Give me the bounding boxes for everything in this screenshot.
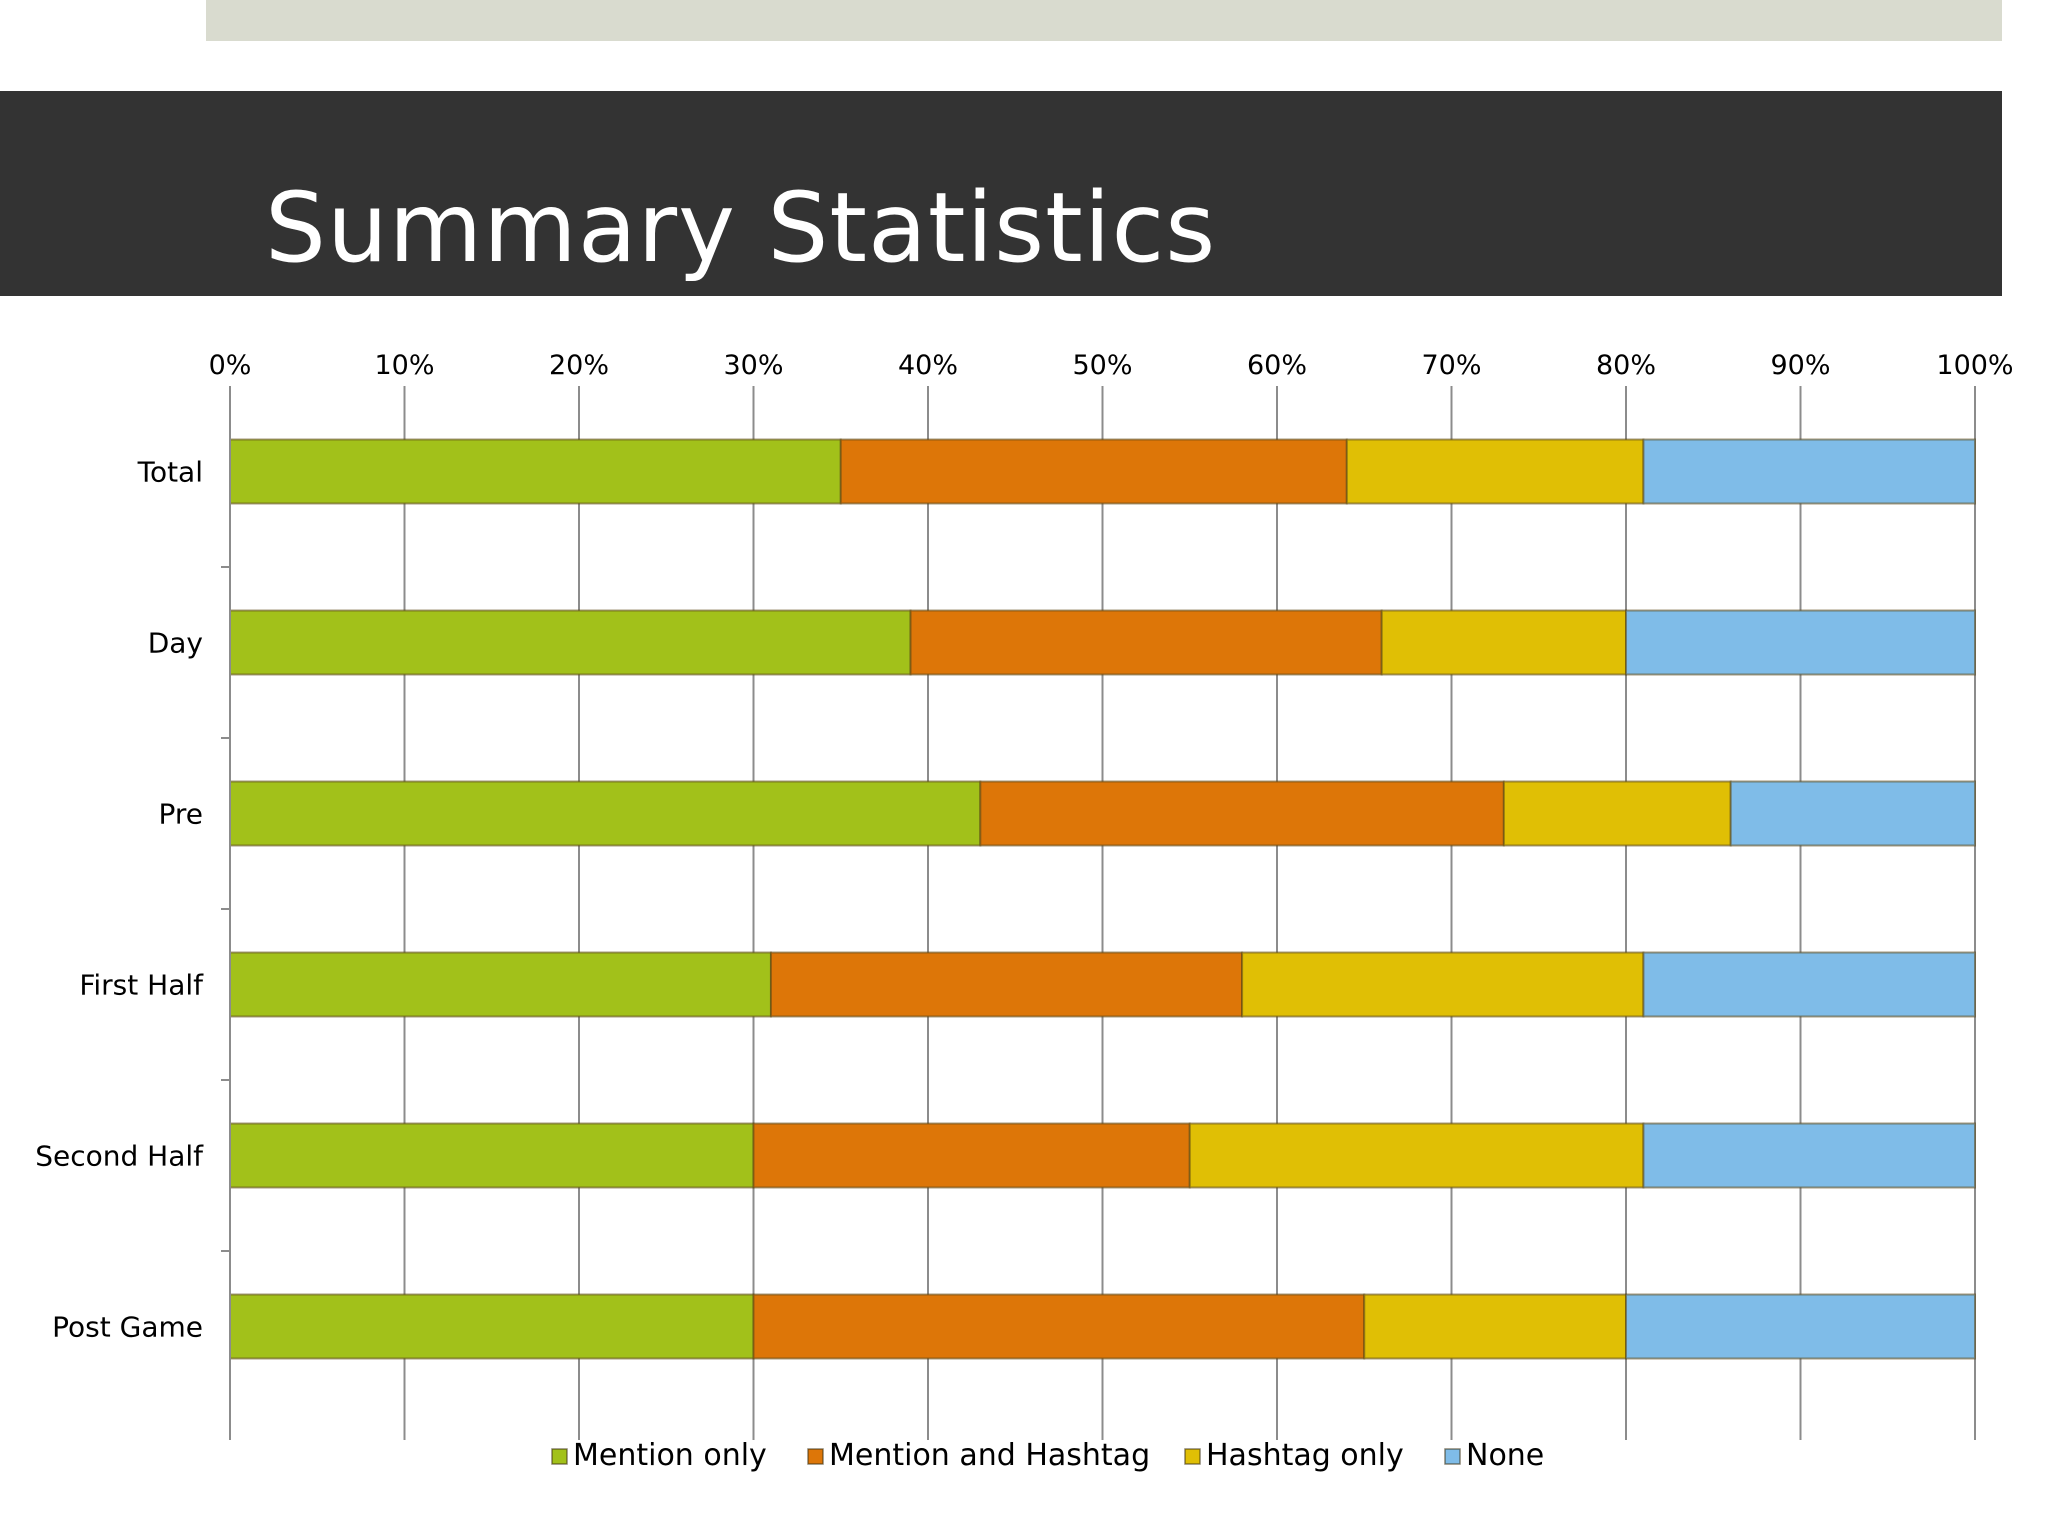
legend-swatch [1184, 1448, 1201, 1465]
category-label: Second Half [35, 1140, 204, 1173]
bar-segment [1363, 1293, 1627, 1360]
bar-segment [769, 951, 1244, 1018]
category-label: First Half [79, 969, 204, 1002]
chart-bars [229, 438, 1976, 1360]
bar-segment [1625, 1293, 1976, 1360]
bar-segment [1502, 780, 1732, 847]
bar-segment [229, 780, 982, 847]
y-axis-category-labels: Total Day Pre First Half Second Half Post Gam… [35, 456, 204, 1344]
bar-segment [1188, 1122, 1645, 1189]
bar-segment [1380, 609, 1627, 676]
x-tick-label: 40% [898, 350, 958, 381]
slide-title: Summary Statistics [265, 172, 1217, 284]
top-decorative-band [206, 0, 2002, 41]
bar-segment [1345, 438, 1645, 505]
bar-segment [752, 1122, 1191, 1189]
category-label: Total [137, 456, 203, 489]
chart-legend: Mention only Mention and Hashtag Hashtag o… [551, 1438, 1544, 1473]
category-label: Post Game [52, 1311, 203, 1344]
legend-swatch [807, 1448, 824, 1465]
bar-segment [979, 780, 1505, 847]
x-tick-label: 70% [1421, 350, 1481, 381]
bar-segment [229, 609, 912, 676]
bar-segment [839, 438, 1348, 505]
bar-segment [1642, 1122, 1976, 1189]
bar-segment [752, 1293, 1366, 1360]
x-tick-label: 60% [1247, 350, 1307, 381]
category-label: Pre [158, 798, 203, 831]
x-tick-label: 10% [374, 350, 434, 381]
x-tick-label: 20% [549, 350, 609, 381]
x-axis-tick-labels: 0% 10% 20% 30% 40% 50% 60% 70% 80% 90% 100% [209, 350, 2014, 381]
legend-label: None [1466, 1438, 1544, 1473]
legend-swatch [551, 1448, 568, 1465]
x-tick-label: 100% [1936, 350, 2013, 381]
category-label: Day [148, 627, 203, 660]
x-tick-label: 90% [1770, 350, 1830, 381]
chart-gridlines [229, 386, 1976, 1440]
x-tick-label: 50% [1072, 350, 1132, 381]
bar-segment [1241, 951, 1645, 1018]
chart-axes [221, 386, 231, 1440]
x-tick-label: 30% [723, 350, 783, 381]
bar-segment [229, 951, 772, 1018]
bar-segment [1729, 780, 1976, 847]
legend-swatch [1444, 1448, 1461, 1465]
x-tick-label: 80% [1596, 350, 1656, 381]
bar-segment [1642, 951, 1976, 1018]
bar-segment [909, 609, 1383, 676]
bar-segment [1642, 438, 1976, 505]
legend-label: Hashtag only [1206, 1438, 1404, 1473]
legend-label: Mention only [573, 1438, 767, 1473]
bar-segment [229, 1293, 755, 1360]
title-bar [0, 91, 2002, 296]
bar-segment [1625, 609, 1976, 676]
bar-segment [229, 438, 842, 505]
legend-label: Mention and Hashtag [829, 1438, 1150, 1473]
x-tick-label: 0% [209, 350, 252, 381]
stacked-bar-chart: 0% 10% 20% 30% 40% 50% 60% 70% 80% 90% 100% Total D… [35, 350, 2014, 1473]
bar-segment [229, 1122, 755, 1189]
